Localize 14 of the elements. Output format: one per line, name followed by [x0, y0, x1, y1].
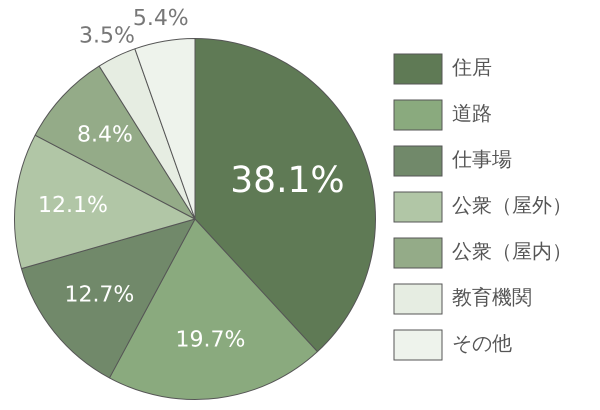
legend-label: 教育機関: [452, 285, 532, 310]
data-label: 8.4%: [76, 122, 133, 148]
legend-label: 住居: [451, 55, 492, 80]
legend-label: 公衆（屋内）: [452, 239, 572, 264]
legend-label: 公衆（屋外）: [452, 193, 572, 218]
legend-label: その他: [452, 331, 512, 356]
data-label: 3.5%: [79, 23, 135, 48]
data-label: 19.7%: [175, 327, 246, 352]
legend-label: 仕事場: [451, 147, 512, 172]
data-label: 12.7%: [64, 282, 134, 308]
data-label: 5.4%: [132, 6, 189, 32]
legend-label: 道路: [452, 101, 492, 126]
data-label: 12.1%: [38, 193, 108, 218]
data-label: 38.1%: [230, 160, 345, 202]
